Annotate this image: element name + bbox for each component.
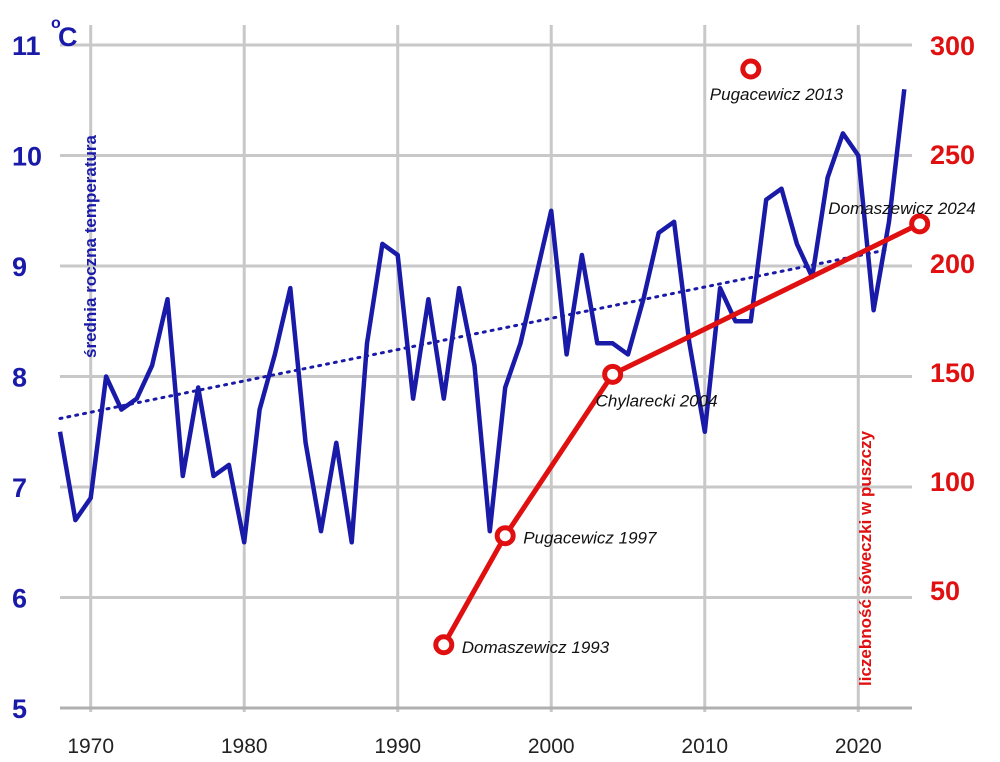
right-y-tick-label: 50 — [930, 576, 960, 606]
x-tick-label: 2020 — [835, 735, 882, 758]
right-y-tick-label: 200 — [930, 249, 975, 279]
x-tick-label: 1990 — [374, 735, 421, 758]
temperature-trend-line — [58, 247, 891, 420]
population-annotation: Pugacewicz 1997 — [523, 529, 657, 548]
right-axis-label: liczebność sóweczki w puszczy — [856, 430, 875, 686]
population-marker — [433, 634, 455, 656]
population-marker — [909, 213, 931, 235]
x-tick-label: 2010 — [681, 735, 728, 758]
population-marker — [602, 363, 624, 385]
population-annotation: Domaszewicz 1993 — [462, 638, 610, 657]
right-y-tick-label: 150 — [930, 358, 975, 388]
left-y-tick-label: 11 — [12, 31, 41, 61]
right-y-tick-label: 300 — [930, 31, 975, 61]
population-annotation: Pugacewicz 2013 — [710, 85, 844, 104]
right-y-tick-label: 250 — [930, 140, 975, 170]
series-layer — [57, 88, 921, 647]
population-marker — [494, 525, 516, 547]
left-y-tick-label: 5 — [12, 694, 27, 724]
grid — [60, 25, 912, 712]
x-tick-label: 1970 — [67, 735, 114, 758]
population-marker — [740, 58, 762, 80]
population-annotation: Chylarecki 2004 — [596, 391, 718, 410]
left-y-tick-label: 9 — [12, 252, 27, 282]
left-axis-unit-prefix: o — [51, 15, 61, 32]
population-annotation: Domaszewicz 2024 — [828, 199, 975, 218]
temperature-line — [57, 88, 907, 545]
left-y-tick-label: 8 — [12, 363, 27, 393]
left-axis-label: średnia roczna temperatura — [81, 134, 100, 358]
markers-layer — [433, 58, 931, 656]
x-tick-label: 1980 — [221, 735, 268, 758]
left-y-tick-label: 10 — [12, 142, 42, 172]
left-y-tick-label: 6 — [12, 584, 27, 614]
population-line — [441, 221, 921, 647]
right-y-tick-label: 100 — [930, 467, 975, 497]
left-axis-unit: C — [58, 22, 78, 52]
x-tick-label: 2000 — [528, 735, 575, 758]
left-y-tick-label: 7 — [12, 473, 27, 503]
labels-layer: 1970 1980 1990 2000 2010 2020 5 6 7 8 9 10 11 50 100 15… — [12, 31, 976, 758]
